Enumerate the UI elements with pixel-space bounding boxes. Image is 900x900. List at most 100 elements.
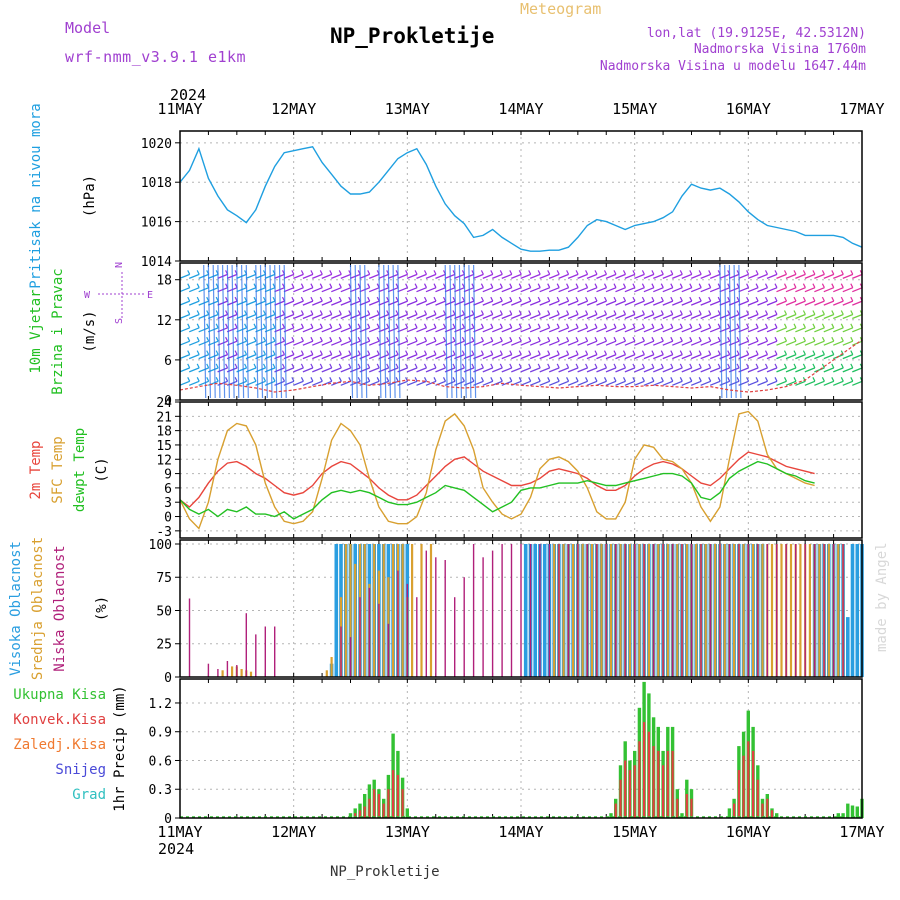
bar-1 — [614, 803, 617, 818]
bar-2 — [548, 544, 551, 677]
wind-barb — [852, 380, 863, 386]
bar-1 — [221, 670, 224, 677]
bar-1 — [737, 770, 740, 818]
wind-barb — [795, 313, 806, 320]
wind-barb — [774, 310, 778, 315]
wind-barb — [264, 264, 268, 399]
wind-barb — [776, 380, 787, 386]
wind-barb — [244, 323, 248, 329]
wind-barb — [547, 283, 551, 288]
wind-barb — [548, 367, 560, 373]
wind-barb — [764, 350, 769, 355]
wind-barb — [509, 283, 513, 288]
wind-barb — [196, 336, 200, 342]
bar-2 — [255, 634, 257, 677]
wind-barb — [319, 270, 323, 275]
wind-barb — [310, 377, 314, 382]
wind-barb — [755, 296, 759, 302]
wind-barb — [395, 296, 399, 302]
wind-barb — [187, 350, 191, 355]
wind-barb — [368, 353, 380, 360]
wind-barb — [442, 323, 447, 329]
wind-barb — [804, 287, 816, 293]
wind-barb — [198, 353, 209, 360]
wind-barb — [747, 327, 759, 333]
wind-barb — [414, 323, 418, 329]
wind-barb — [764, 283, 769, 288]
wind-barb — [736, 377, 740, 382]
bar-1 — [392, 544, 395, 677]
wind-barb — [471, 350, 475, 355]
wind-barb — [461, 310, 465, 315]
wind-barb — [338, 283, 342, 288]
wind-barb — [253, 363, 257, 369]
bar-1 — [396, 774, 399, 818]
wind-barb — [272, 377, 276, 382]
wind-barb — [386, 323, 390, 329]
wind-barb — [755, 310, 759, 315]
wind-barb — [672, 353, 683, 360]
wind-barb — [395, 336, 399, 342]
bar-2 — [842, 544, 844, 677]
wind-barb — [319, 377, 323, 382]
wind-barb — [672, 300, 683, 306]
wind-barb — [425, 287, 437, 293]
wind-barb — [368, 287, 380, 293]
wind-barb — [632, 296, 636, 302]
wind-barb — [757, 300, 768, 306]
y-tick-label: 18 — [156, 425, 172, 440]
wind-barb — [613, 310, 617, 315]
wind-barb — [435, 287, 446, 293]
wind-barb — [433, 336, 437, 342]
wind-barb — [842, 273, 854, 280]
bar-2 — [709, 544, 712, 677]
wind-barb — [262, 336, 267, 342]
wind-barb — [823, 300, 835, 306]
wind-barb — [708, 323, 712, 329]
wind-barb — [548, 273, 560, 280]
wind-barb — [812, 363, 816, 369]
compass-w: W — [84, 290, 91, 301]
wind-barb — [331, 340, 342, 346]
y-tick-label: 12 — [156, 453, 172, 468]
wind-barb — [690, 300, 702, 306]
wind-barb — [556, 283, 560, 288]
wind-barb — [480, 296, 484, 302]
y-tick-label: 0.9 — [149, 726, 172, 741]
bar-0 — [609, 813, 613, 818]
wind-barb — [433, 363, 437, 369]
wind-barb — [490, 296, 494, 302]
wind-barb — [605, 380, 617, 386]
wind-barb — [226, 264, 230, 399]
wind-barb — [840, 377, 844, 382]
wind-barb — [566, 270, 570, 275]
wind-barb — [622, 310, 627, 315]
wind-barb — [435, 353, 446, 360]
wind-barb — [804, 340, 816, 346]
wind-barb — [709, 300, 721, 306]
bar-1 — [690, 798, 693, 818]
wind-barb — [312, 313, 323, 320]
wind-barb — [245, 264, 249, 399]
wind-barb — [785, 367, 797, 373]
wind-barb — [556, 323, 560, 329]
bar-0 — [855, 544, 860, 677]
wind-barb — [566, 283, 570, 288]
wind-barb — [520, 327, 531, 333]
wind-barb — [187, 323, 191, 329]
wind-barb — [416, 273, 427, 280]
wind-barb — [724, 264, 728, 399]
wind-barb — [566, 350, 570, 355]
wind-barb — [643, 327, 655, 333]
bar-0 — [850, 544, 855, 677]
wind-barb — [236, 313, 247, 320]
wind-barb — [406, 313, 418, 320]
wind-barb — [529, 367, 541, 373]
wind-barb — [321, 367, 333, 373]
wind-barb — [850, 363, 854, 369]
wind-barb — [757, 287, 768, 293]
bar-1 — [714, 544, 717, 677]
wind-barb — [511, 353, 522, 360]
wind-barb — [679, 336, 683, 342]
wind-barb — [852, 300, 863, 306]
